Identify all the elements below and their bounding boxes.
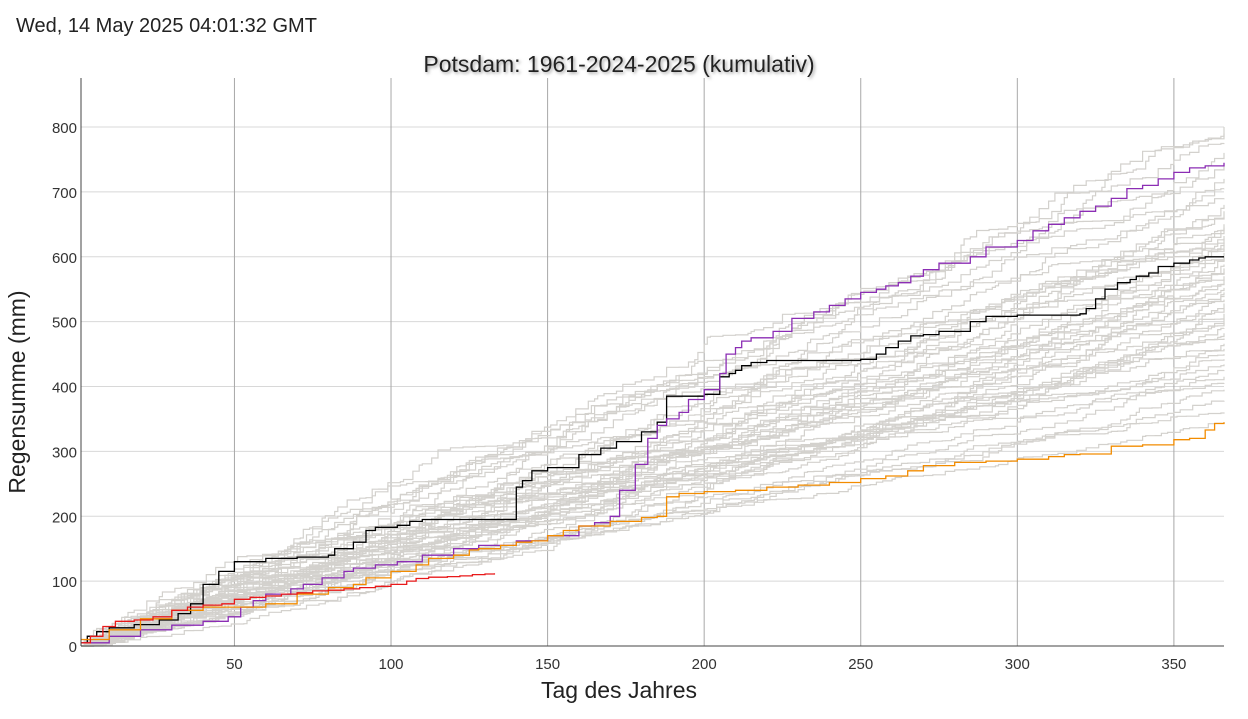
historical-series-line — [81, 308, 1225, 647]
y-tick-label: 200 — [52, 509, 77, 526]
y-tick-label: 300 — [52, 444, 77, 461]
historical-series-line — [81, 369, 1225, 647]
y-tick-label: 0 — [69, 639, 77, 656]
x-tick-label: 250 — [848, 656, 873, 673]
historical-series-line — [81, 165, 1225, 647]
historical-series-line — [81, 327, 1225, 647]
tick-labels: 0 100 200 300 400 500 600 700 800 50 100 150 200 250 3… — [52, 120, 1186, 673]
y-tick-label: 500 — [52, 315, 77, 332]
historical-series-line — [81, 412, 1225, 647]
historical-series-line — [81, 287, 1225, 647]
historical-series-line — [81, 276, 1225, 647]
orange-series-line — [81, 422, 1225, 641]
y-axis-label: Regensumme (mm) — [4, 290, 30, 493]
x-tick-label: 100 — [379, 656, 404, 673]
axes — [80, 78, 1224, 647]
highlight-series-group — [81, 162, 1225, 644]
x-tick-label: 200 — [692, 656, 717, 673]
y-tick-label: 700 — [52, 185, 77, 202]
purple-series-line — [81, 162, 1225, 644]
x-tick-label: 300 — [1005, 656, 1030, 673]
historical-series-line — [81, 248, 1225, 647]
y-tick-label: 100 — [52, 574, 77, 591]
historical-series-line — [81, 322, 1225, 647]
historical-series-line — [81, 354, 1225, 647]
y-tick-label: 600 — [52, 250, 77, 267]
y-tick-label: 800 — [52, 120, 77, 137]
x-tick-label: 150 — [535, 656, 560, 673]
chart-title: Potsdam: 1961-2024-2025 (kumulativ) — [423, 51, 814, 77]
historical-series-line — [81, 376, 1225, 647]
historical-series-line — [81, 279, 1225, 647]
historical-series-line — [81, 260, 1225, 647]
historical-series-line — [81, 242, 1225, 647]
grid-lines — [81, 78, 1224, 646]
x-tick-label: 50 — [226, 656, 243, 673]
red-series-line — [81, 573, 496, 644]
historical-series-line — [81, 217, 1225, 647]
historical-series-line — [81, 422, 1225, 647]
black-series-line — [81, 256, 1224, 644]
historical-series-line — [81, 198, 1225, 647]
historical-series-group — [81, 127, 1225, 647]
historical-series-line — [81, 343, 1225, 647]
historical-series-line — [81, 245, 1225, 647]
x-tick-label: 350 — [1161, 656, 1186, 673]
y-tick-label: 400 — [52, 380, 77, 397]
historical-series-line — [81, 359, 1225, 647]
x-axis-label: Tag des Jahres — [541, 677, 697, 703]
historical-series-line — [81, 238, 1225, 647]
timestamp: Wed, 14 May 2025 04:01:32 GMT — [16, 15, 317, 37]
historical-series-line — [81, 333, 1225, 647]
